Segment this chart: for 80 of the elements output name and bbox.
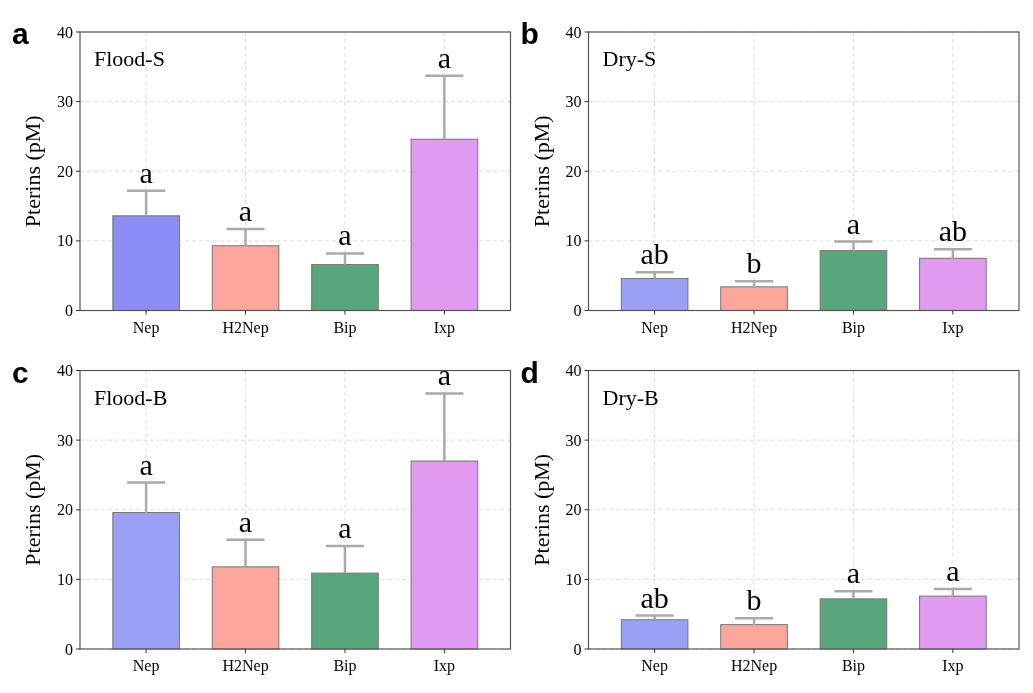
bar — [819, 598, 888, 650]
annotation: a — [846, 206, 861, 240]
bar — [720, 286, 788, 311]
text: Flood-S — [94, 46, 165, 71]
annotation: a — [238, 504, 253, 538]
x-tick-label: Ixp — [433, 657, 456, 675]
x-tick-label: Nep — [132, 318, 160, 337]
x-tick-label: Bip — [841, 657, 866, 675]
y-axis-title: Pterins (pM) — [528, 453, 554, 566]
annotation: ab — [938, 214, 968, 248]
y-tick-label: 20 — [565, 501, 582, 519]
text: d — [520, 355, 539, 389]
annotation: a — [946, 554, 960, 588]
text: a — [12, 17, 29, 50]
x-tick-label: H2Nep — [730, 657, 778, 675]
y-tick-label: 10 — [565, 570, 582, 588]
y-tick-label: 40 — [57, 23, 73, 41]
text: Dry-S — [602, 46, 657, 71]
annotation: a — [139, 447, 153, 481]
y-tick-label: 30 — [57, 93, 73, 111]
annotation: a — [846, 556, 861, 590]
y-tick-label: 10 — [57, 570, 73, 588]
bar — [410, 460, 479, 650]
annotation: ab — [640, 580, 669, 614]
y-tick-label: 0 — [65, 640, 73, 658]
y-tick-label: 20 — [565, 162, 582, 180]
y-tick-label: 20 — [57, 501, 73, 519]
x-tick-label: Nep — [641, 318, 668, 337]
bar — [919, 257, 987, 311]
y-tick-label: 30 — [57, 431, 73, 449]
bar — [311, 572, 379, 650]
bar — [211, 245, 280, 311]
annotation: a — [238, 194, 253, 228]
y-tick-label: 40 — [565, 23, 582, 41]
y-axis-title: Pterins (pM) — [20, 453, 45, 566]
x-tick-label: Ixp — [433, 318, 456, 337]
annotation: a — [437, 40, 452, 74]
annotation: a — [338, 218, 352, 252]
y-tick-label: 30 — [565, 93, 582, 111]
y-tick-label: 20 — [57, 162, 73, 180]
bar — [620, 277, 689, 311]
y-tick-label: 0 — [65, 302, 73, 320]
bar — [819, 250, 888, 311]
bar — [919, 595, 987, 650]
y-tick-label: 10 — [565, 232, 582, 250]
x-tick-label: Nep — [132, 657, 160, 675]
y-tick-label: 30 — [565, 431, 582, 449]
y-tick-label: 40 — [565, 362, 582, 380]
x-tick-label: H2Nep — [222, 318, 269, 337]
y-tick-label: 40 — [57, 362, 73, 380]
x-tick-label: Bip — [333, 318, 357, 337]
x-tick-label: Bip — [841, 318, 866, 337]
text: Dry-B — [602, 384, 659, 410]
bar — [720, 624, 788, 650]
annotation: b — [746, 583, 762, 617]
annotation: ab — [640, 237, 669, 271]
annotation: b — [746, 246, 762, 280]
bar — [112, 512, 180, 650]
x-tick-label: H2Nep — [222, 657, 269, 675]
y-tick-label: 10 — [57, 232, 73, 250]
x-tick-label: Ixp — [942, 657, 964, 675]
y-tick-label: 0 — [573, 640, 582, 658]
text: Flood-B — [94, 384, 168, 410]
bar — [211, 566, 280, 650]
bar — [410, 138, 479, 311]
x-tick-label: H2Nep — [730, 318, 778, 337]
bar — [112, 215, 180, 311]
text: c — [12, 355, 29, 389]
bar — [311, 264, 379, 311]
annotation: a — [338, 510, 352, 544]
y-axis-title: Pterins (pM) — [20, 115, 45, 228]
x-tick-label: Ixp — [942, 318, 964, 337]
annotation: a — [139, 155, 153, 189]
annotation: a — [437, 358, 452, 392]
x-tick-label: Bip — [333, 657, 357, 675]
y-tick-label: 0 — [573, 302, 582, 320]
bar — [620, 619, 689, 650]
x-tick-label: Nep — [641, 657, 668, 675]
y-axis-title: Pterins (pM) — [528, 115, 554, 228]
text: b — [520, 17, 539, 50]
